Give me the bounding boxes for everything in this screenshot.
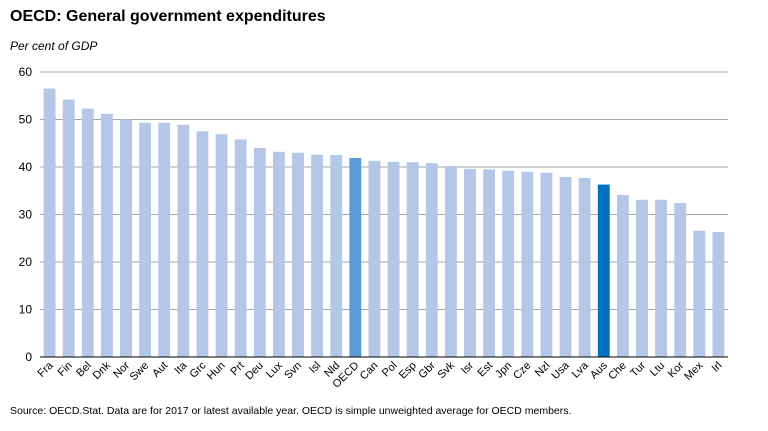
y-tick-label: 50 — [19, 113, 33, 127]
x-tick-label: Fin — [55, 360, 74, 379]
bar-est — [483, 169, 496, 357]
bar-tur — [636, 199, 648, 357]
bar-isr — [464, 168, 476, 357]
bar-gbr — [425, 163, 438, 357]
x-tick-label: Grc — [188, 359, 209, 380]
y-tick-label: 10 — [19, 303, 33, 317]
x-tick-label: Mex — [682, 359, 706, 383]
x-tick-label: Gbr — [416, 359, 438, 381]
bar-usa — [559, 176, 572, 357]
bar-deu — [253, 148, 266, 357]
x-tick-label: Lux — [264, 359, 285, 380]
x-tick-label: Jpn — [493, 360, 514, 381]
y-tick-label: 20 — [19, 255, 33, 269]
x-tick-label: Aus — [588, 359, 610, 381]
bar-lux — [272, 151, 285, 357]
bar-grc — [196, 131, 209, 357]
x-tick-label: Lva — [570, 359, 592, 381]
bar-jpn — [502, 170, 515, 357]
y-tick-label: 60 — [19, 65, 33, 79]
y-axis-ticks: 0 10 20 30 40 50 60 — [19, 65, 33, 364]
bar-can — [368, 160, 381, 357]
x-tick-label: Svk — [436, 359, 458, 381]
x-tick-label: Nzl — [533, 360, 553, 380]
chart-subtitle: Per cent of GDP — [10, 39, 98, 53]
bar-isl — [311, 154, 324, 357]
bar-fin — [62, 99, 75, 358]
x-tick-label: Swe — [128, 360, 152, 384]
bar-kor — [674, 203, 687, 357]
bar-ltu — [655, 199, 668, 357]
x-tick-label: Isr — [459, 359, 476, 376]
bar-aut — [158, 122, 171, 357]
bar-lva — [578, 177, 591, 357]
x-tick-label: Can — [358, 360, 381, 383]
bar-prt — [234, 139, 247, 357]
bar-hun — [215, 134, 228, 357]
bar-oecd — [349, 157, 362, 357]
bar-dnk — [100, 113, 113, 357]
x-tick-label: Irl — [710, 360, 725, 375]
bar-esp — [406, 162, 419, 357]
gridlines — [40, 71, 728, 310]
x-tick-label: Tur — [628, 359, 648, 379]
bar-cze — [521, 171, 534, 357]
x-tick-label: Aut — [150, 360, 170, 380]
bar-bel — [81, 108, 94, 357]
chart-title: OECD: General government expenditures — [10, 8, 326, 25]
bar-swe — [139, 122, 152, 357]
bar-svn — [292, 152, 304, 357]
bar-mex — [693, 230, 706, 357]
bar-ita — [177, 124, 190, 357]
x-tick-label: Deu — [243, 360, 266, 383]
x-tick-label: Ltu — [648, 360, 667, 379]
x-tick-label: Cze — [511, 360, 533, 382]
y-tick-label: 0 — [25, 350, 32, 364]
y-tick-label: 40 — [19, 160, 33, 174]
x-tick-label: Esp — [397, 360, 419, 382]
bar-irl — [712, 232, 725, 357]
bar-nzl — [540, 172, 553, 357]
bar-svk — [444, 166, 457, 357]
y-tick-label: 30 — [19, 208, 33, 222]
x-tick-label: Kor — [666, 359, 687, 380]
x-tick-label: Est — [475, 360, 495, 380]
source-note: Source: OECD.Stat. Data are for 2017 or … — [10, 405, 572, 417]
x-tick-label: Isl — [307, 360, 323, 376]
bar-fra — [43, 88, 56, 357]
x-tick-label: Ita — [172, 359, 190, 377]
bar-nld — [330, 155, 343, 357]
bar-nor — [120, 119, 132, 357]
bars — [43, 88, 725, 358]
x-tick-label: Svn — [282, 360, 304, 382]
x-tick-label: Hun — [205, 360, 228, 383]
x-tick-label: Usa — [549, 359, 572, 382]
bar-aus — [597, 184, 610, 357]
x-tick-label: Che — [606, 360, 629, 383]
x-tick-label: Dnk — [91, 359, 114, 382]
x-tick-label: Bel — [74, 360, 94, 380]
x-tick-label: Pol — [380, 360, 400, 380]
bar-pol — [387, 161, 400, 357]
x-tick-label: Fra — [36, 359, 57, 380]
bar-che — [616, 195, 629, 357]
